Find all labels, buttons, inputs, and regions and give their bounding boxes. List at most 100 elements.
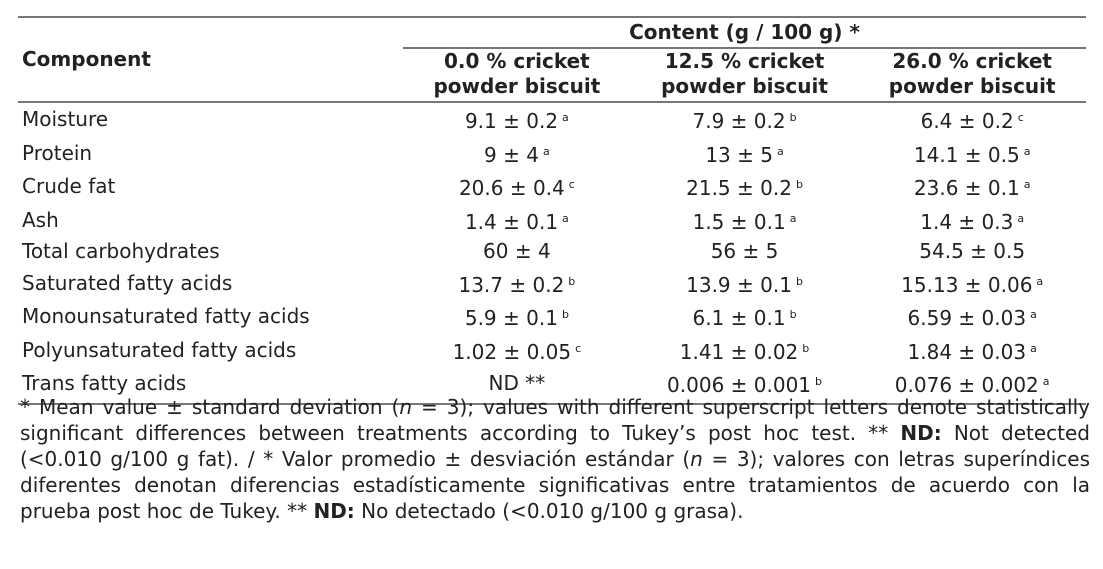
value: 1.41 ± 0.02 xyxy=(679,339,799,364)
value-cell: 1.84 ± 0.03 a xyxy=(858,334,1086,368)
value-cell: 60 ± 4 xyxy=(403,237,631,267)
table-row: Trans fatty acids ND ** 0.006 ± 0.001 b 0.07… xyxy=(18,367,1086,404)
component-name: Ash xyxy=(22,207,59,232)
value-cell: 13.9 ± 0.1 b xyxy=(631,267,859,301)
value: 1.5 ± 0.1 xyxy=(692,209,786,234)
value-cell: ND ** xyxy=(403,367,631,404)
component-name: Trans fatty acids xyxy=(22,371,187,395)
value: 0.076 ± 0.002 xyxy=(894,373,1039,397)
significance-letter: c xyxy=(1017,111,1024,124)
significance-letter: b xyxy=(795,274,803,288)
value: 13.9 ± 0.1 xyxy=(686,272,792,297)
value: 23.6 ± 0.1 xyxy=(913,176,1020,200)
significance-letter: b xyxy=(795,178,803,191)
table-footnote: * Mean value ± standard deviation (n = 3… xyxy=(20,395,1090,523)
value-cell: 54.5 ± 0.5 xyxy=(858,237,1086,267)
value-cell: 1.02 ± 0.05 c xyxy=(403,334,631,368)
value: ND ** xyxy=(488,371,546,395)
column-header-line: powder biscuit xyxy=(888,74,1056,98)
column-header-line: 0.0 % cricket xyxy=(444,49,590,73)
component-name: Protein xyxy=(22,140,93,165)
composition-table: Component Content (g / 100 g) * 0.0 % cr… xyxy=(18,16,1086,405)
significance-letter: a xyxy=(562,111,569,124)
value: 1.4 ± 0.3 xyxy=(920,209,1014,234)
value: 1.84 ± 0.03 xyxy=(907,339,1027,364)
value: 7.9 ± 0.2 xyxy=(692,109,786,133)
significance-letter: b xyxy=(789,308,797,321)
significance-letter: a xyxy=(542,144,550,158)
significance-letter: a xyxy=(562,211,569,225)
value-cell: 1.4 ± 0.3 a xyxy=(858,204,1086,238)
value-cell: 5.9 ± 0.1 b xyxy=(403,300,631,334)
value: 20.6 ± 0.4 xyxy=(458,176,565,200)
table-row: Total carbohydrates 60 ± 4 56 ± 5 54.5 ± 0.… xyxy=(18,237,1086,267)
value-cell: 7.9 ± 0.2 b xyxy=(631,102,859,137)
value: 9.1 ± 0.2 xyxy=(464,109,559,133)
value-cell: 1.5 ± 0.1 a xyxy=(631,204,859,238)
value-cell: 56 ± 5 xyxy=(631,237,859,267)
table-row: Protein 9 ± 4 a 13 ± 5 a 14.1 ± 0.5 a xyxy=(18,137,1086,171)
table-row: Polyunsaturated fatty acids 1.02 ± 0.05 c 1… xyxy=(18,334,1086,368)
significance-letter: a xyxy=(1030,308,1037,321)
value-cell: 13.7 ± 0.2 b xyxy=(403,267,631,301)
column-header-line: 12.5 % cricket xyxy=(664,49,825,73)
significance-letter: b xyxy=(789,111,797,124)
table-row: Ash 1.4 ± 0.1 a 1.5 ± 0.1 a 1.4 ± 0.3 a xyxy=(18,204,1086,238)
column-header-line: 26.0 % cricket xyxy=(892,49,1052,73)
table-row: Saturated fatty acids 13.7 ± 0.2 b 13.9 ± 0… xyxy=(18,267,1086,301)
value: 6.59 ± 0.03 xyxy=(907,306,1027,330)
significance-letter: a xyxy=(1036,274,1044,288)
column-header-line: powder biscuit xyxy=(661,74,828,98)
value-cell: 9.1 ± 0.2 a xyxy=(403,102,631,137)
significance-letter: b xyxy=(802,341,810,355)
significance-letter: a xyxy=(1030,341,1037,355)
value-cell: 15.13 ± 0.06 a xyxy=(858,267,1086,301)
column-header: 0.0 % cricket powder biscuit xyxy=(403,48,631,102)
significance-letter: c xyxy=(568,178,575,191)
content-group-header: Content (g / 100 g) * xyxy=(403,17,1086,49)
value: 1.02 ± 0.05 xyxy=(452,339,572,364)
value: 54.5 ± 0.5 xyxy=(919,239,1026,263)
value-cell: 20.6 ± 0.4 c xyxy=(403,170,631,204)
table-row: Crude fat 20.6 ± 0.4 c 21.5 ± 0.2 b 23.6 ± 0.… xyxy=(18,170,1086,204)
component-name: Monounsaturated fatty acids xyxy=(22,304,310,328)
value: 0.006 ± 0.001 xyxy=(667,373,812,397)
component-name: Crude fat xyxy=(22,174,116,198)
value: 1.4 ± 0.1 xyxy=(464,209,559,234)
value: 13 ± 5 xyxy=(705,142,773,167)
component-name: Saturated fatty acids xyxy=(22,270,233,295)
component-name: Total carbohydrates xyxy=(22,239,220,263)
significance-letter: a xyxy=(1042,375,1050,388)
value-cell: 6.4 ± 0.2 c xyxy=(858,102,1086,137)
component-name: Moisture xyxy=(22,107,109,131)
value-cell: 6.1 ± 0.1 b xyxy=(631,300,859,334)
significance-letter: a xyxy=(1023,144,1031,158)
value: 14.1 ± 0.5 xyxy=(913,142,1020,167)
value: 13.7 ± 0.2 xyxy=(458,272,565,297)
column-header-line: powder biscuit xyxy=(433,74,601,98)
column-header: 26.0 % cricket powder biscuit xyxy=(858,48,1086,102)
value-cell: 6.59 ± 0.03 a xyxy=(858,300,1086,334)
column-header: 12.5 % cricket powder biscuit xyxy=(631,48,859,102)
value: 56 ± 5 xyxy=(710,239,779,263)
value: 60 ± 4 xyxy=(483,239,551,263)
value-cell: 0.076 ± 0.002 a xyxy=(858,367,1086,404)
value: 21.5 ± 0.2 xyxy=(686,176,792,200)
value: 5.9 ± 0.1 xyxy=(464,306,558,330)
significance-letter: b xyxy=(815,375,822,388)
component-name: Polyunsaturated fatty acids xyxy=(22,337,297,362)
significance-letter: c xyxy=(575,341,582,355)
significance-letter: a xyxy=(1023,178,1031,191)
value-cell: 1.4 ± 0.1 a xyxy=(403,204,631,238)
value: 15.13 ± 0.06 xyxy=(901,272,1033,297)
value: 6.1 ± 0.1 xyxy=(692,306,786,330)
significance-letter: a xyxy=(776,144,784,158)
significance-letter: a xyxy=(789,211,797,225)
value-cell: 0.006 ± 0.001 b xyxy=(631,367,859,404)
value-cell: 23.6 ± 0.1 a xyxy=(858,170,1086,204)
value-cell: 21.5 ± 0.2 b xyxy=(631,170,859,204)
significance-letter: a xyxy=(1017,211,1025,225)
table-row: Moisture 9.1 ± 0.2 a 7.9 ± 0.2 b 6.4 ± 0.2 c xyxy=(18,102,1086,137)
